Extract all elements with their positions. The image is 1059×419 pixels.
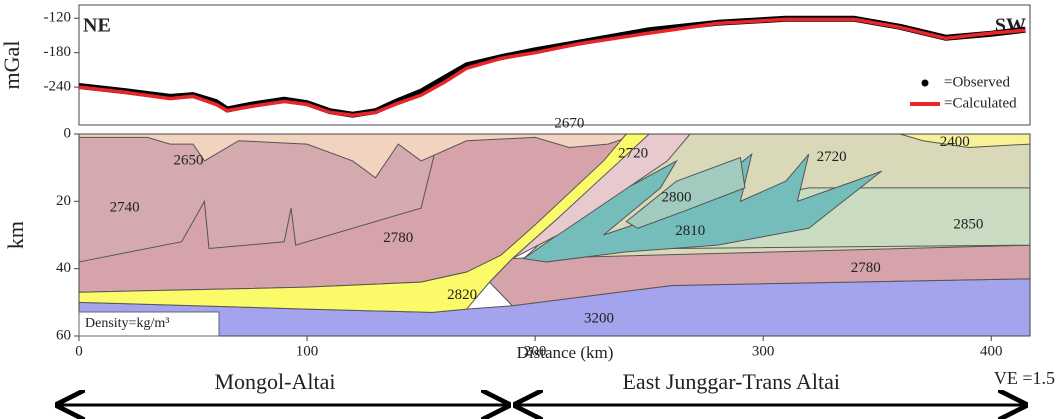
density-label: 2670 <box>554 115 584 131</box>
density-label: 2650 <box>173 152 203 168</box>
x-tick-label: 0 <box>75 343 83 359</box>
density-body <box>78 133 440 263</box>
density-label: 2720 <box>618 146 648 162</box>
series-line <box>78 17 1026 117</box>
x-tick-label: 100 <box>296 343 319 359</box>
y-tick-label: 0 <box>64 125 72 141</box>
y-tick-label: 40 <box>56 260 71 276</box>
x-tick-label: 300 <box>752 343 775 359</box>
y-tick-label: 60 <box>56 327 71 343</box>
y-tick-label: -180 <box>44 44 72 60</box>
density-label: 2720 <box>817 149 847 165</box>
legend-label: =Calculated <box>944 95 1017 111</box>
x-tick-label: 400 <box>980 343 1003 359</box>
density-label: 2780 <box>383 230 413 246</box>
density-label: 2820 <box>447 287 477 303</box>
vertical-exaggeration: VE =1.5 <box>994 368 1055 388</box>
density-label: 2810 <box>675 223 705 239</box>
left-label: NE <box>83 15 111 37</box>
density-label: 2800 <box>662 189 692 205</box>
y-tick-label: -240 <box>44 79 72 95</box>
y-axis-label: mGal <box>0 41 24 90</box>
region-label: Mongol-Altai <box>215 369 336 394</box>
density-note: Density=kg/m³ <box>85 316 169 331</box>
note-box <box>78 311 220 337</box>
y-axis-label: km <box>3 221 28 249</box>
density-label: 3200 <box>584 311 614 327</box>
density-body <box>78 133 638 179</box>
density-label: 2780 <box>851 260 881 276</box>
density-body <box>625 156 746 229</box>
density-label: 2740 <box>110 200 140 216</box>
region-label: East Junggar-Trans Altai <box>622 369 840 394</box>
density-label: 2400 <box>940 134 970 150</box>
y-tick-label: 20 <box>56 193 71 209</box>
legend-marker <box>921 79 929 87</box>
plot-frame <box>78 133 1031 337</box>
legend-label: =Observed <box>944 74 1010 90</box>
y-tick-label: -120 <box>44 10 72 26</box>
density-body <box>522 152 883 263</box>
density-label: 2850 <box>953 216 983 232</box>
plot-frame <box>78 4 1031 126</box>
x-axis-label: Distance (km) <box>517 343 614 362</box>
x-tick-label: 200 <box>524 343 547 359</box>
